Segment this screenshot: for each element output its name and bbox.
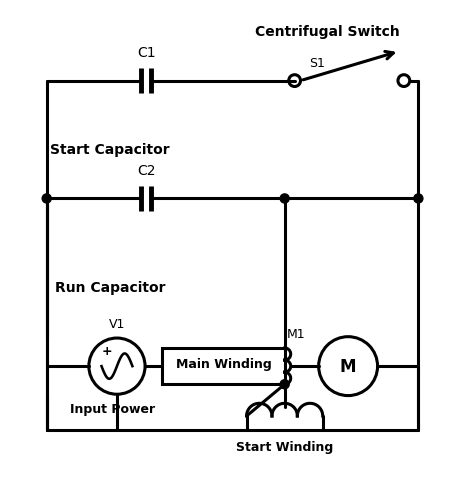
Text: Run Capacitor: Run Capacitor [55, 280, 165, 294]
Circle shape [413, 195, 422, 204]
Text: V1: V1 [109, 317, 125, 330]
Text: Main Winding: Main Winding [175, 358, 271, 371]
Text: +: + [101, 345, 112, 358]
Text: M1: M1 [286, 327, 305, 340]
Circle shape [42, 195, 51, 204]
Text: C1: C1 [137, 46, 156, 60]
Text: Start Winding: Start Winding [236, 440, 333, 453]
Text: C2: C2 [137, 164, 155, 177]
Text: S1: S1 [309, 57, 325, 70]
Circle shape [279, 195, 288, 204]
Text: Input Power: Input Power [70, 403, 155, 416]
Circle shape [279, 380, 288, 389]
Text: M: M [339, 357, 355, 376]
Text: Start Capacitor: Start Capacitor [50, 142, 170, 156]
Text: Centrifugal Switch: Centrifugal Switch [255, 25, 399, 38]
